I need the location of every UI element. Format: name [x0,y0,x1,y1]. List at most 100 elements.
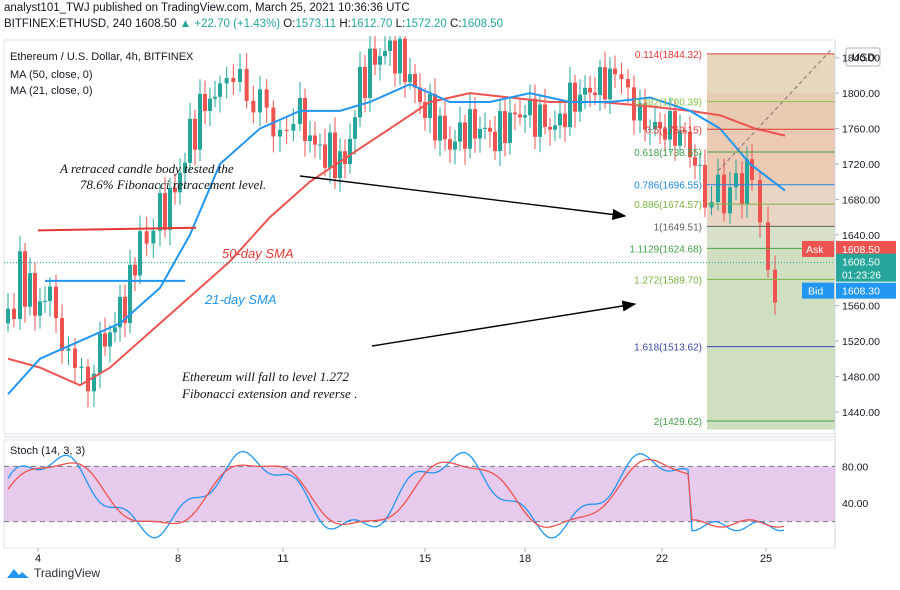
stoch-d-line [7,458,785,528]
candle-body [548,126,552,130]
candle-body [598,67,602,96]
bid-price-badge [836,282,896,299]
candle-body [183,162,187,173]
candle-body [488,127,492,132]
last-price: 1608.50 [135,18,177,30]
fib-level-label: 1.618(1513.62) [634,343,702,354]
candle-body [313,135,317,145]
candle-body [613,68,617,75]
candle-body [224,78,229,84]
candle-body [368,48,372,98]
close-value: 1608.50 [461,18,504,30]
sma21-label: 21-day SMA [204,292,277,307]
candle-body [448,139,452,150]
sma50-label: 50-day SMA [222,246,294,261]
candle-body [23,251,27,307]
fib-level-label: 0.886(1674.57) [634,200,702,211]
candle-body [683,130,687,132]
candle-body [463,122,467,149]
candle-body [578,94,582,112]
candle-body [643,103,647,130]
candle-body [79,366,84,368]
arrow-extension [371,300,637,347]
candle-body [473,109,477,139]
candle-body [632,87,636,121]
candle-body [218,83,222,97]
candle-body [543,104,547,127]
price-tick-label: 1560.00 [842,301,880,313]
candle-body [103,333,107,347]
candle-body [458,122,462,142]
candle-body [193,118,197,150]
candle-body [28,273,32,307]
high-value: 1612.70 [350,18,393,30]
price-tick-label: 1520.00 [842,336,880,348]
time-tick-label: 4 [35,553,41,564]
candle-body [716,174,720,203]
fib-zone-band [707,53,835,130]
candle-body [278,129,282,137]
candle-body [638,103,642,121]
stoch-legend: Stoch (14, 3, 3) [10,445,85,457]
candle-body [208,98,212,111]
candle-body [703,164,707,208]
candle-body [573,82,577,112]
candle-body [603,67,607,100]
candle-body [128,264,132,324]
price-tick-label: 1840.00 [842,53,880,65]
candle-body [745,159,749,205]
time-tick-label: 22 [656,553,668,564]
candle-body [338,151,342,179]
candle-body [48,286,52,302]
price-tick-label: 1760.00 [842,124,880,136]
candle-body [203,94,207,111]
candle-body [722,174,726,214]
candle-body [658,121,662,129]
candle-body [303,98,307,142]
candle-body [408,74,412,83]
candle-body [528,98,532,116]
candle-body [493,131,497,152]
candle-body [593,92,597,96]
symbol-label: BITFINEX:ETHUSD, 240 [4,18,132,30]
candle-body [108,332,112,347]
candle-body [508,112,512,144]
candle-body [198,94,202,150]
fib-zone-band [707,421,835,430]
candle-body [553,125,557,130]
candle-body [523,115,527,118]
candle-body [709,202,714,208]
candle-body [348,138,352,165]
candle-body [328,132,332,168]
price-tick-label: 1800.00 [842,88,880,100]
fib-level-label: 2(1429.62) [654,417,702,428]
candle-body [478,128,482,139]
chart-legend-title: Ethereum / U.S. Dollar, 4h, BITFINEX [10,51,194,63]
candle-body [98,333,102,374]
candle-body [468,109,472,149]
time-tick-label: 25 [760,553,772,564]
candle-body [66,348,71,351]
candle-body [168,187,172,230]
annotation-text-1b: 78.6% Fibonacci retracement level. [80,177,266,192]
candle-body [333,132,337,179]
ma21-line [7,83,786,395]
candle-body [251,100,256,113]
candle-body [518,114,522,118]
candle-body [533,98,537,137]
candle-body [60,318,64,351]
price-tick-label: 1440.00 [842,407,880,419]
candle-body [766,222,770,270]
last-price-badge [836,253,896,282]
candle-body [258,89,262,113]
candle-body [583,87,587,95]
candle-body [728,187,732,214]
bid-label: Bid [808,286,823,298]
candle-body [383,50,387,57]
currency-badge[interactable] [845,47,881,67]
candle-body [678,130,682,146]
candle-body [498,111,502,152]
fib-level-label: 0.382(1790.39) [634,98,702,109]
candle-body [393,40,397,74]
